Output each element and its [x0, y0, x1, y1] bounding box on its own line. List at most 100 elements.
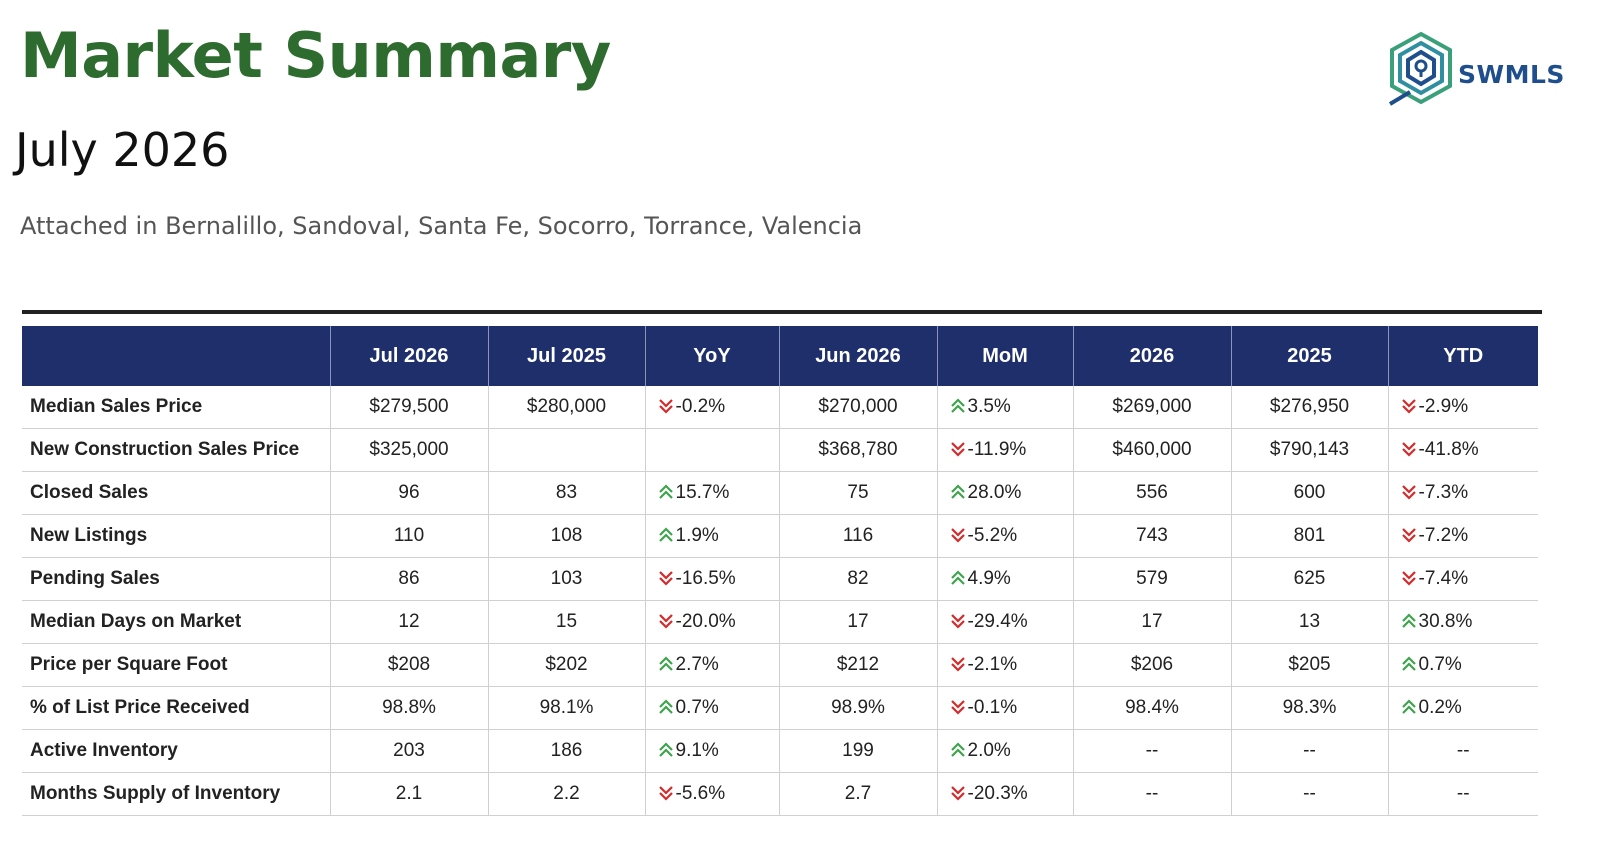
metric-label: Price per Square Foot	[22, 643, 331, 687]
ytd-change-cell: -2.9%	[1388, 386, 1538, 429]
change-value: 0.7%	[1418, 654, 1462, 675]
mom-change-cell: 4.9%	[937, 557, 1074, 601]
double-chevron-up-icon	[950, 570, 966, 586]
jul2026-value-cell: $325,000	[330, 428, 489, 472]
y2026-value-cell: 743	[1073, 514, 1232, 558]
metric-label: Median Sales Price	[22, 386, 331, 429]
jul2026-value-cell: 110	[330, 514, 489, 558]
yoy-change-cell: -5.6%	[645, 772, 780, 816]
double-chevron-down-icon	[1401, 570, 1417, 586]
change-value: -0.1%	[967, 697, 1018, 718]
double-chevron-down-icon	[950, 656, 966, 672]
jul2026-value-cell: $208	[330, 643, 489, 687]
col-header-jun-2026: Jun 2026	[779, 326, 938, 386]
jul2025-value-cell: 186	[488, 729, 646, 773]
yoy-change-cell: 9.1%	[645, 729, 780, 773]
change-value: --	[1456, 740, 1470, 761]
double-chevron-down-icon	[658, 570, 674, 586]
double-chevron-up-icon	[658, 527, 674, 543]
ytd-change-cell: -7.3%	[1388, 471, 1538, 515]
y2025-value-cell: --	[1231, 729, 1389, 773]
y2026-value-cell: 17	[1073, 600, 1232, 644]
change-value: -11.9%	[967, 439, 1027, 460]
y2026-value-cell: 98.4%	[1073, 686, 1232, 730]
change-value: -16.5%	[675, 568, 736, 589]
change-value: -2.1%	[967, 654, 1018, 675]
metric-label: New Listings	[22, 514, 331, 558]
change-value: 9.1%	[675, 740, 719, 761]
ytd-change-cell: --	[1388, 772, 1538, 816]
double-chevron-up-icon	[950, 742, 966, 758]
jul2025-value-cell: 108	[488, 514, 646, 558]
y2026-value-cell: --	[1073, 772, 1232, 816]
change-value: -29.4%	[967, 611, 1028, 632]
change-value: --	[1456, 783, 1470, 804]
jun2026-value-cell: 116	[779, 514, 938, 558]
market-summary-table: Jul 2026 Jul 2025 YoY Jun 2026 MoM 2026 …	[22, 326, 1538, 816]
double-chevron-down-icon	[658, 398, 674, 414]
y2025-value-cell: 600	[1231, 471, 1389, 515]
header-rule	[22, 310, 1542, 314]
col-header-2026: 2026	[1073, 326, 1232, 386]
ytd-change-cell: -7.4%	[1388, 557, 1538, 601]
table-row: New Listings 110 108 1.9% 116 -5.2% 743 801 -7.2…	[22, 514, 1538, 558]
jun2026-value-cell: 82	[779, 557, 938, 601]
yoy-change-cell: 0.7%	[645, 686, 780, 730]
jul2026-value-cell: $279,500	[330, 386, 489, 429]
ytd-change-cell: 30.8%	[1388, 600, 1538, 644]
yoy-change-cell: 1.9%	[645, 514, 780, 558]
jul2025-value-cell: 83	[488, 471, 646, 515]
change-value: 28.0%	[967, 482, 1022, 503]
double-chevron-up-icon	[950, 484, 966, 500]
change-value: 0.2%	[1418, 697, 1462, 718]
jun2026-value-cell: $270,000	[779, 386, 938, 429]
jul2026-value-cell: 98.8%	[330, 686, 489, 730]
double-chevron-up-icon	[658, 699, 674, 715]
change-value: -20.3%	[967, 783, 1028, 804]
jun2026-value-cell: 17	[779, 600, 938, 644]
jul2025-value-cell: $202	[488, 643, 646, 687]
change-value: 1.9%	[675, 525, 719, 546]
double-chevron-down-icon	[1401, 398, 1417, 414]
double-chevron-up-icon	[658, 484, 674, 500]
y2025-value-cell: --	[1231, 772, 1389, 816]
change-value: -41.8%	[1418, 439, 1479, 460]
col-header-2025: 2025	[1231, 326, 1389, 386]
jul2025-value-cell	[488, 428, 646, 472]
change-value: 4.9%	[967, 568, 1011, 589]
jul2026-value-cell: 86	[330, 557, 489, 601]
yoy-change-cell: -20.0%	[645, 600, 780, 644]
change-value: -2.9%	[1418, 396, 1469, 417]
jul2026-value-cell: 2.1	[330, 772, 489, 816]
change-value: 2.0%	[967, 740, 1011, 761]
y2025-value-cell: 625	[1231, 557, 1389, 601]
yoy-change-cell: -16.5%	[645, 557, 780, 601]
col-header-metric	[22, 326, 331, 386]
metric-label: % of List Price Received	[22, 686, 331, 730]
y2025-value-cell: 98.3%	[1231, 686, 1389, 730]
yoy-change-cell: -0.2%	[645, 386, 780, 429]
y2026-value-cell: --	[1073, 729, 1232, 773]
y2026-value-cell: 556	[1073, 471, 1232, 515]
table-row: New Construction Sales Price $325,000 $368…	[22, 428, 1538, 472]
table-row: Closed Sales 96 83 15.7% 75 28.0% 556 600 -7.3%	[22, 471, 1538, 515]
table-header-row: Jul 2026 Jul 2025 YoY Jun 2026 MoM 2026 …	[22, 326, 1538, 386]
change-value: 15.7%	[675, 482, 730, 503]
change-value: 2.7%	[675, 654, 719, 675]
double-chevron-down-icon	[1401, 484, 1417, 500]
map-pin-hexagon-icon	[1388, 31, 1452, 106]
jun2026-value-cell: $368,780	[779, 428, 938, 472]
table-row: % of List Price Received 98.8% 98.1% 0.7% 98…	[22, 686, 1538, 730]
swmls-logo: SWMLS	[1386, 30, 1576, 110]
double-chevron-down-icon	[658, 613, 674, 629]
table-row: Price per Square Foot $208 $202 2.7% $212 -2.…	[22, 643, 1538, 687]
metric-label: Active Inventory	[22, 729, 331, 773]
double-chevron-down-icon	[1401, 527, 1417, 543]
double-chevron-up-icon	[1401, 699, 1417, 715]
logo-text: SWMLS	[1458, 60, 1565, 89]
change-value: -5.2%	[967, 525, 1018, 546]
metric-label: Median Days on Market	[22, 600, 331, 644]
metric-label: Closed Sales	[22, 471, 331, 515]
change-value: -7.4%	[1418, 568, 1469, 589]
y2025-value-cell: $276,950	[1231, 386, 1389, 429]
